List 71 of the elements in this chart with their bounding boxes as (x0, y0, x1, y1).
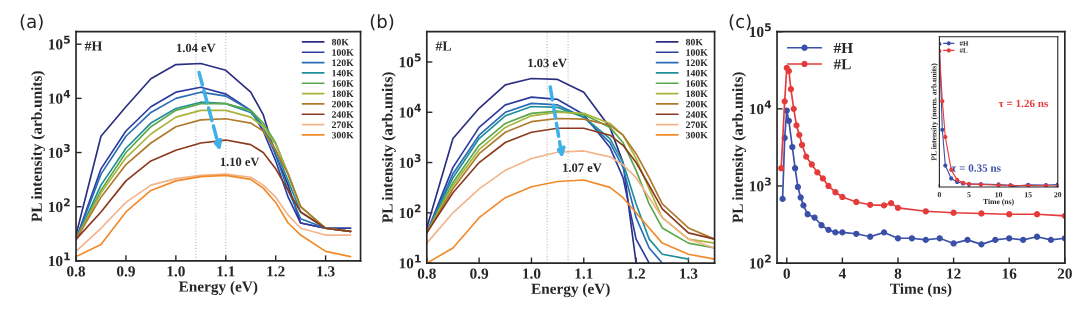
x-tick-label: 0.8 (417, 268, 436, 279)
y-axis-title: PL intensity (arb.units) (31, 71, 46, 222)
y-tick-label: 10$^{5}$ (399, 53, 421, 68)
y-tick-label: 10$^{4}$ (399, 103, 421, 118)
x-tick-label: 1.3 (317, 266, 335, 277)
legend-label: #L (833, 59, 851, 70)
x-tick-label: 8 (894, 268, 902, 279)
annotation: 1.04 eV (177, 43, 216, 53)
legend-label: 200K (686, 100, 708, 108)
legend-label: 80K (331, 38, 349, 46)
legend-label: #H (833, 43, 853, 54)
y-tick-label: 10$^{2}$ (750, 254, 771, 269)
x-tick-label: 16 (1002, 268, 1017, 279)
chart-title: (b) (370, 14, 394, 31)
x-tick-label: 4 (838, 268, 846, 279)
annotation: #H (84, 41, 103, 51)
legend-label: 100K (332, 49, 354, 56)
x-tick-label: 0.8 (67, 266, 86, 277)
annotation: #L (435, 41, 452, 51)
legend-label: 120K (686, 59, 708, 67)
annotation: 1.03 eV (528, 58, 567, 68)
x-tick-label: 0.9 (470, 268, 489, 279)
legend-label: 160K (686, 80, 708, 87)
y-tick-label: 10$^{1}$ (49, 252, 70, 267)
annotation: τ = 0.35 ns (951, 164, 1001, 172)
annotation: 1.07 eV (563, 163, 602, 172)
legend-label: 100K (686, 49, 708, 56)
y-tick-label: 10$^{4}$ (750, 100, 772, 115)
chart-title: (a) (20, 14, 43, 31)
legend-label: 140K (332, 69, 354, 77)
x-axis-title: Energy (eV) (178, 281, 258, 295)
legend-label: 140K (686, 69, 708, 77)
y-tick-label: 10$^{2}$ (49, 198, 70, 213)
x-axis-title: Time (ns) (890, 283, 952, 298)
x-tick-label: 0.9 (116, 266, 135, 277)
legend-label: 240K (686, 111, 708, 118)
y-tick-label: 10$^{3}$ (750, 177, 771, 192)
y-tick-label: 10$^{5}$ (49, 35, 70, 50)
x-tick-label: 1.1 (217, 266, 235, 277)
y-axis-title: PL intensity (arb.units) (381, 72, 396, 223)
x-tick-label: 20 (1057, 268, 1072, 279)
legend-label: 240K (332, 111, 354, 118)
annotation: 1.10 eV (220, 157, 260, 167)
y-tick-label: 10$^{3}$ (49, 144, 70, 158)
legend-label: 200K (332, 100, 354, 108)
x-tick-label: 1.2 (627, 268, 645, 279)
legend-label: 270K (686, 121, 708, 129)
x-tick-label: 1.1 (575, 268, 593, 279)
x-tick-label: 1.0 (167, 266, 185, 277)
legend-label: 270K (332, 121, 354, 129)
legend-label: 120K (332, 59, 354, 67)
y-tick-label: 10$^{5}$ (750, 23, 771, 38)
y-tick-label: 10$^{1}$ (399, 254, 421, 269)
legend-label: 180K (332, 90, 354, 98)
x-axis-title: Energy (eV) (531, 283, 610, 298)
x-tick-label: 0 (783, 268, 790, 279)
legend-label: 300K (686, 131, 708, 139)
y-tick-label: 10$^{4}$ (49, 89, 71, 104)
y-tick-label: 10$^{2}$ (399, 204, 421, 219)
x-tick-label: 1.3 (680, 268, 698, 279)
legend-label: 300K (331, 131, 354, 139)
x-tick-label: 1.0 (523, 268, 541, 279)
legend-label: 80K (685, 38, 703, 46)
legend-label: 180K (686, 90, 708, 98)
x-tick-label: 1.2 (267, 266, 285, 277)
y-tick-label: 10$^{3}$ (399, 154, 421, 168)
annotation: τ = 1.26 ns (998, 99, 1049, 108)
y-axis-title: PL intensity (arb.units) (732, 72, 747, 223)
x-tick-label: 12 (947, 268, 961, 279)
legend-label: 160K (332, 80, 354, 87)
chart-title: (c) (729, 14, 751, 31)
